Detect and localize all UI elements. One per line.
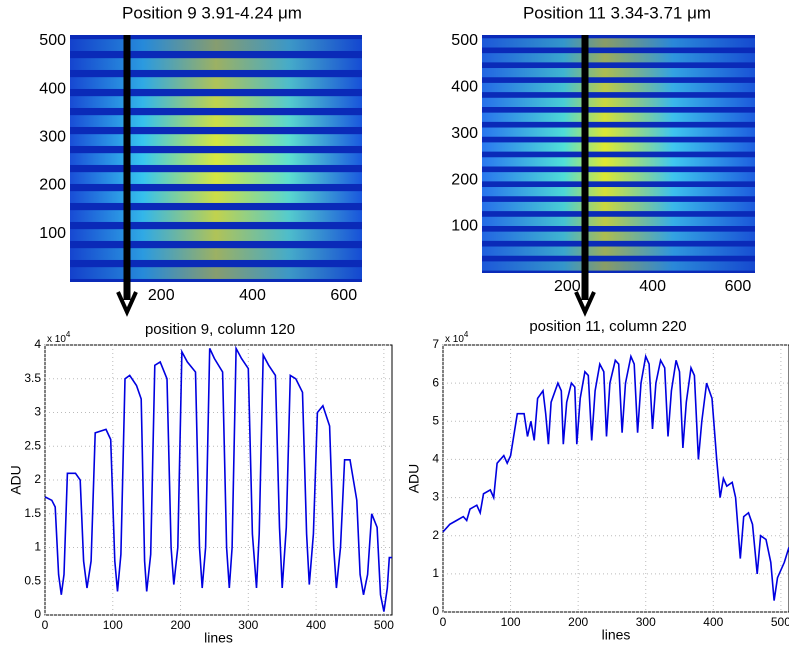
x-axis-label: lines [204, 630, 233, 646]
x-tick-label: 500 [374, 618, 394, 632]
x-tick-label: 200 [148, 287, 175, 304]
x-axis-label: lines [602, 627, 631, 643]
x-tick-label: 300 [636, 615, 656, 629]
y-tick-label: 200 [451, 171, 478, 188]
data-line [44, 345, 392, 612]
spectral-stripe [482, 142, 755, 152]
y-multiplier-exponent: 4 [66, 330, 71, 339]
arrow-head [574, 291, 596, 317]
spectral-stripe [482, 127, 755, 137]
y-tick-label: 100 [39, 225, 66, 242]
x-tick-label: 0 [42, 618, 49, 632]
spectral-stripe [482, 246, 755, 256]
spectral-stripe [482, 112, 755, 122]
y-multiplier-exponent: 4 [464, 330, 469, 339]
y-multiplier: x 104 [445, 330, 469, 345]
x-tick-label: 400 [639, 278, 666, 295]
spectral-stripe [70, 153, 362, 165]
y-tick-label: 0 [34, 607, 41, 621]
y-tick-label: 400 [39, 80, 66, 97]
spectral-stripe [70, 210, 362, 222]
spectral-stripe [482, 201, 755, 212]
data-line [442, 353, 789, 601]
y-tick-label: 1 [34, 540, 41, 554]
spectral-stripe [482, 68, 755, 78]
x-tick-label: 600 [725, 278, 752, 295]
x-tick-label: 100 [501, 615, 521, 629]
spectral-stripe [70, 267, 362, 279]
x-tick-label: 600 [330, 287, 357, 304]
x-tick-label: 200 [568, 615, 588, 629]
spectral-stripe [482, 53, 755, 63]
y-tick-label: 5 [432, 413, 439, 427]
y-tick-label: 0 [432, 604, 439, 618]
y-tick-label: 300 [39, 128, 66, 145]
spectral-stripe [70, 96, 362, 108]
y-tick-label: 400 [451, 78, 478, 95]
x-tick-label: 100 [103, 618, 123, 632]
y-axis-label: ADU [8, 465, 24, 495]
spectral-stripe [70, 77, 362, 89]
spectral-stripe [482, 231, 755, 241]
x-tick-label: 500 [771, 615, 789, 629]
spectral-stripe [70, 115, 362, 127]
spectral-stripe [70, 248, 362, 260]
spectral-stripe [482, 97, 755, 107]
spectral-stripe [482, 187, 755, 197]
y-tick-label: 500 [451, 32, 478, 49]
y-tick-label: 100 [451, 218, 478, 235]
spectral-stripe [70, 39, 362, 51]
y-tick-label: 4 [432, 452, 439, 466]
y-tick-label: 500 [39, 32, 66, 49]
y-axis-label: ADU [406, 464, 422, 494]
y-multiplier-base: x 10 [47, 334, 66, 345]
spectral-stripe [70, 58, 362, 70]
x-tick-label: 200 [171, 618, 191, 632]
x-tick-label: 400 [306, 618, 326, 632]
y-tick-label: 7 [432, 337, 439, 351]
y-tick-label: 3 [432, 490, 439, 504]
y-tick-label: 2.5 [24, 438, 41, 452]
chart-title: Position 11 3.34-3.71 μm [523, 3, 711, 22]
spectral-stripe [482, 157, 755, 167]
spectral-stripe [70, 229, 362, 241]
spectral-stripe [482, 172, 755, 182]
x-tick-label: 400 [239, 287, 266, 304]
chart-title: position 9, column 120 [145, 321, 295, 338]
y-tick-label: 1.5 [24, 506, 41, 520]
x-tick-label: 400 [703, 615, 723, 629]
chart-title: position 11, column 220 [529, 318, 686, 335]
y-tick-label: 200 [39, 177, 66, 194]
spectral-stripe [482, 261, 755, 271]
arrow-head [116, 291, 138, 317]
spectral-stripe [70, 134, 362, 146]
plot-area [44, 344, 393, 616]
spectral-stripe [482, 38, 755, 48]
y-tick-label: 1 [432, 566, 439, 580]
spectral-stripe [482, 82, 755, 93]
y-tick-label: 2 [432, 528, 439, 542]
spectral-stripe [70, 191, 362, 203]
y-tick-label: 3 [34, 405, 41, 419]
y-tick-label: 2 [34, 472, 41, 486]
x-tick-label: 200 [554, 278, 581, 295]
y-tick-label: 4 [34, 337, 41, 351]
x-tick-label: 300 [238, 618, 258, 632]
y-multiplier: x 104 [47, 330, 71, 345]
y-tick-label: 3.5 [24, 371, 41, 385]
x-tick-label: 0 [440, 615, 447, 629]
y-tick-label: 6 [432, 375, 439, 389]
y-multiplier-base: x 10 [445, 334, 464, 345]
y-tick-label: 0.5 [24, 573, 41, 587]
spectral-stripe [70, 172, 362, 184]
y-tick-label: 300 [451, 125, 478, 142]
chart-title: Position 9 3.91-4.24 μm [122, 3, 302, 22]
spectral-stripe [482, 216, 755, 226]
